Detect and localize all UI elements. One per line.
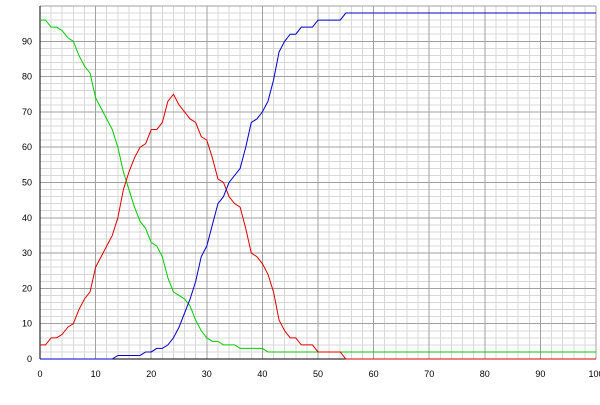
x-tick-label: 70 [424, 369, 434, 379]
y-tick-label: 20 [22, 283, 32, 293]
y-tick-label: 70 [22, 107, 32, 117]
x-tick-label: 0 [37, 369, 42, 379]
y-tick-label: 50 [22, 178, 32, 188]
y-tick-label: 40 [22, 213, 32, 223]
x-tick-label: 100 [588, 369, 600, 379]
x-tick-label: 20 [146, 369, 156, 379]
x-tick-label: 50 [313, 369, 323, 379]
series-line-3 [40, 12, 596, 360]
y-tick-labels: 0 10 20 30 40 50 60 70 80 90 [22, 36, 32, 364]
series-line-2 [40, 93, 596, 360]
y-tick-label: 10 [22, 319, 32, 329]
major-gridlines [39, 5, 597, 360]
x-tick-label: 90 [535, 369, 545, 379]
x-tick-label: 30 [202, 369, 212, 379]
x-tick-label: 40 [257, 369, 267, 379]
y-tick-label: 80 [22, 72, 32, 82]
y-tick-label: 90 [22, 36, 32, 46]
x-tick-label: 60 [369, 369, 379, 379]
y-tick-label: 60 [22, 142, 32, 152]
x-tick-label: 80 [480, 369, 490, 379]
x-tick-label: 10 [91, 369, 101, 379]
y-tick-label: 30 [22, 248, 32, 258]
series-lines [40, 12, 596, 360]
y-tick-label: 0 [27, 354, 32, 364]
x-tick-labels: 0 10 20 30 40 50 60 70 80 90 100 [37, 369, 600, 379]
